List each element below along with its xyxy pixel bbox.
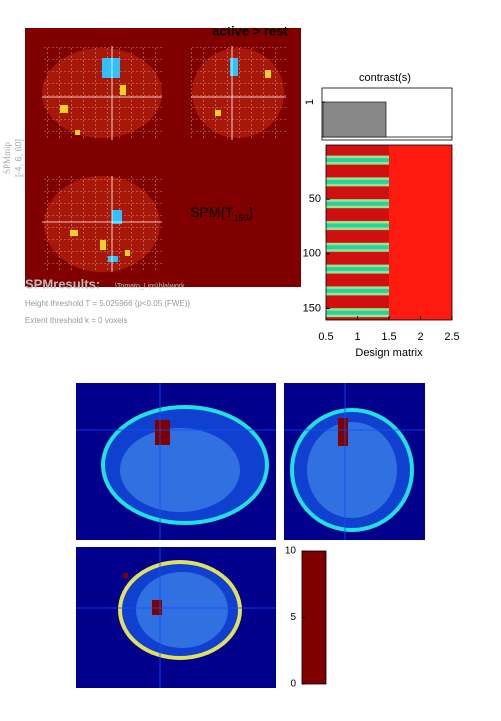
results-path: \Tomato_Lips\bla\work (115, 283, 185, 290)
contrast-title: contrast(s) (359, 72, 411, 84)
stat-label: SPM{T159} (190, 204, 254, 224)
design-xtick-label: 1.5 (381, 331, 396, 343)
design-xtick-label: 0.5 (318, 331, 333, 343)
results-title: SPMresults: (25, 276, 100, 291)
design-ytick-label: 100 (303, 248, 321, 260)
slice-images (76, 383, 425, 688)
design-xtick-label: 1 (354, 331, 360, 343)
colorbar-tick-label: 10 (285, 546, 297, 557)
mip-coords: [-4, 6, 60] (13, 139, 23, 177)
stat-prefix: SPM{T (190, 204, 234, 220)
colorbar-tick-label: 5 (290, 612, 296, 623)
stat-suffix: } (249, 204, 254, 220)
design-xtick-label: 2 (417, 331, 423, 343)
mip-label: SPMmip (2, 141, 12, 174)
design-xlabel: Design matrix (355, 347, 423, 359)
contrast-tick-label: 1 (304, 99, 316, 105)
glass-brain (25, 28, 301, 287)
design-ytick-label: 50 (309, 193, 321, 205)
height-threshold: Height threshold T = 5.025966 {p<0.05 (F… (25, 299, 190, 308)
design-ytick-label: 150 (303, 302, 321, 314)
design-column (326, 145, 389, 320)
stat-df: 159 (234, 213, 249, 223)
colorbar-tick-label: 0 (290, 679, 296, 690)
contrast-bar (322, 101, 387, 138)
design-column (389, 145, 452, 320)
design-xtick-label: 2.5 (444, 331, 459, 343)
colorbar (301, 550, 327, 685)
contrast-name: active > rest (212, 23, 288, 38)
extent-threshold: Extent threshold k = 0 voxels (25, 316, 128, 325)
